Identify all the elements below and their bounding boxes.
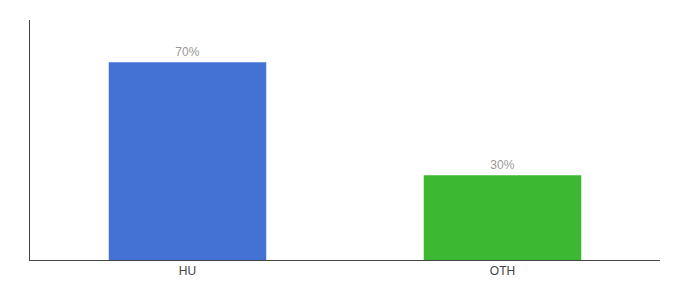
svg-text:HU: HU (179, 264, 196, 278)
svg-text:OTH: OTH (490, 264, 515, 278)
svg-text:70%: 70% (175, 45, 199, 59)
svg-text:30%: 30% (490, 158, 514, 172)
